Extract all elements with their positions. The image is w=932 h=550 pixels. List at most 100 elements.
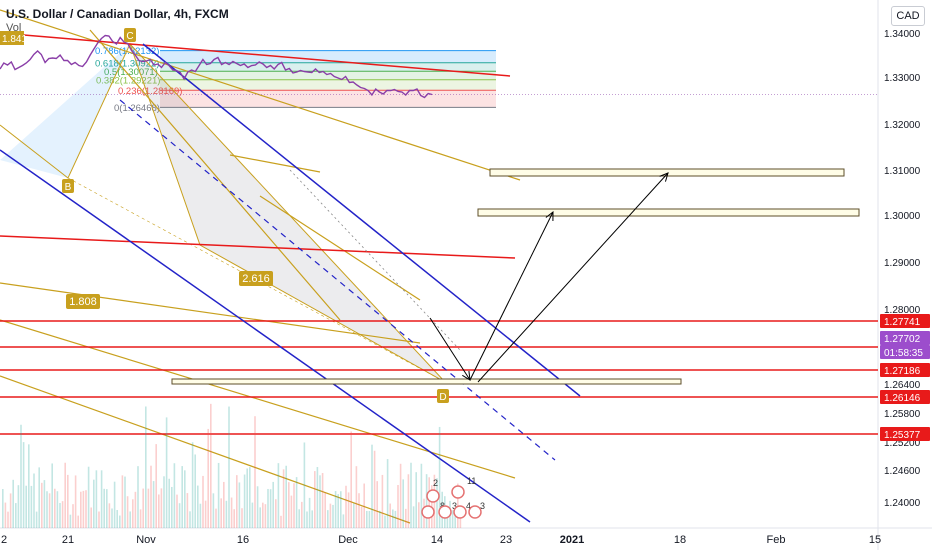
pattern-point-label: C: [126, 31, 133, 42]
volume-bar: [293, 483, 295, 528]
volume-bar: [368, 511, 371, 528]
volume-bar: [436, 478, 438, 528]
volume-bar: [80, 491, 82, 528]
level-tag-bg: [880, 314, 930, 328]
gold-trendline: [89, 29, 341, 321]
event-count: 2: [433, 478, 438, 488]
volume-bar: [199, 503, 202, 528]
level-price-tag: 1.27741: [880, 314, 930, 328]
volume-bar: [150, 465, 152, 528]
channel-upper-line: [142, 43, 581, 397]
event-icon: [426, 489, 440, 503]
pattern-shape-xab: [0, 44, 130, 178]
price-tick: 1.24000: [884, 498, 921, 509]
volume-bar: [262, 502, 264, 528]
time-tick: 23: [500, 534, 512, 546]
level-tag-bg: [880, 363, 930, 377]
volume-bar: [152, 481, 155, 528]
volume-bar: [371, 444, 373, 528]
time-tick: 21: [62, 534, 74, 546]
event-count: 3: [480, 501, 485, 511]
volume-bar: [223, 481, 225, 528]
volume-bar: [184, 470, 186, 528]
volume-bar: [277, 463, 280, 528]
volume-bar: [119, 515, 121, 528]
volume-bar: [459, 511, 462, 528]
pattern-point-b: B: [62, 179, 74, 193]
volume-bar: [54, 488, 56, 528]
ratio-badge: [66, 294, 100, 309]
volume-bar: [340, 491, 342, 528]
pattern-point-label: B: [65, 182, 72, 193]
currency-button[interactable]: CAD: [891, 6, 925, 26]
target-zone: [477, 208, 860, 217]
event-count: 11: [467, 476, 476, 486]
target-zone: [171, 378, 682, 385]
volume-bar: [314, 471, 316, 528]
volume-bar: [137, 466, 139, 528]
red-trendline: [0, 235, 516, 259]
volume-bar: [420, 463, 423, 528]
volume-bar: [246, 468, 248, 528]
volume-bar: [38, 467, 40, 528]
volume-bar: [113, 481, 116, 528]
volume-bar: [243, 474, 246, 528]
volume-bar: [178, 503, 181, 528]
volume-bar: [282, 469, 285, 528]
volume-bar: [366, 510, 368, 528]
arrow-head: [659, 172, 669, 182]
level-price-tag: 1.27702: [880, 331, 930, 345]
volume-bar: [425, 474, 428, 528]
volume-bar: [61, 501, 64, 528]
volume-bar: [158, 494, 160, 528]
volume-bar: [394, 510, 397, 528]
level-price-tag: 1.26146: [880, 390, 930, 404]
volume-bar: [386, 459, 389, 528]
volume-bar: [126, 496, 129, 528]
fib-zone: [160, 62, 496, 72]
volume-bar: [280, 515, 282, 528]
volume-bar: [249, 467, 251, 528]
price-tick: 1.33000: [884, 73, 921, 84]
volume-bar: [7, 511, 9, 528]
volume-bar: [269, 489, 272, 528]
volume-bar: [272, 481, 274, 528]
volume-bar: [46, 491, 48, 528]
volume-bar: [173, 463, 176, 528]
volume-bar: [334, 491, 337, 528]
event-icon: [421, 505, 435, 519]
volume-bar: [100, 470, 103, 528]
volume-bar: [238, 482, 241, 528]
volume-bar: [95, 470, 98, 528]
volume-bar: [155, 444, 157, 528]
volume-bar: [210, 403, 212, 528]
volume-bar: [4, 502, 7, 528]
volume-bar: [384, 515, 386, 528]
volume-bar: [33, 473, 35, 528]
volume-bar: [41, 482, 43, 528]
price-tick: 1.31000: [884, 166, 921, 177]
volume-bar: [121, 475, 124, 528]
corner-tag-bg: [0, 31, 24, 45]
time-tick: Nov: [136, 534, 156, 546]
volume-bar: [381, 474, 384, 528]
event-icon: [438, 505, 452, 519]
price-tick: 1.24600: [884, 466, 921, 477]
event-count: 4: [466, 501, 471, 511]
fib-level-label: 0(1.26468): [114, 103, 160, 114]
volume-bar: [59, 502, 61, 528]
ratio-text: 1.808: [69, 296, 97, 308]
volume-bar: [236, 475, 238, 528]
level-tag-text: 1.26146: [884, 393, 921, 404]
volume-bar: [207, 428, 209, 528]
arrow-shaft: [469, 211, 554, 381]
gold-trendline: [0, 375, 411, 524]
volume-bar: [321, 473, 324, 528]
volume-bar: [308, 497, 311, 528]
time-tick: Dec: [338, 534, 358, 546]
economic-events: 2118343: [421, 476, 485, 519]
gold-trendline: [0, 9, 521, 181]
volume-bar: [407, 474, 410, 528]
volume-bar: [275, 499, 277, 528]
